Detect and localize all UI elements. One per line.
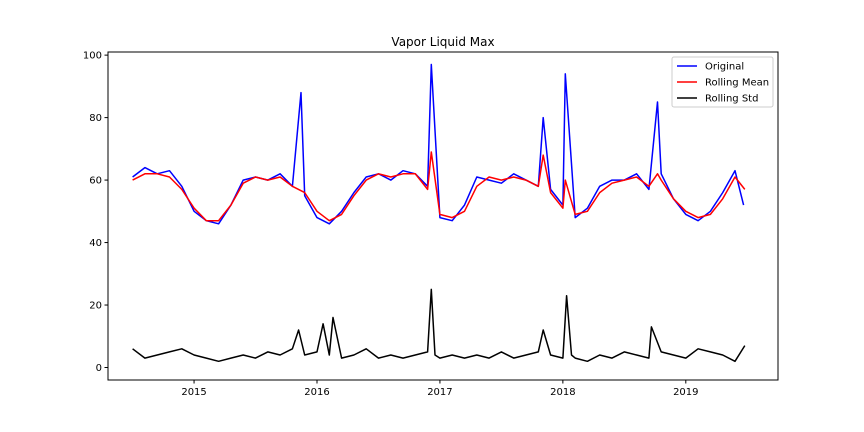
legend-box — [671, 56, 774, 108]
y-tick-label: 80 — [89, 113, 102, 124]
series-line-0 — [132, 63, 745, 225]
x-tick-label: 2016 — [304, 387, 329, 398]
legend-label-0: Original — [705, 62, 744, 73]
plot-area — [132, 63, 746, 363]
axes-frame — [107, 51, 779, 381]
legend-label-2: Rolling Std — [705, 94, 758, 105]
x-tick-label: 2019 — [673, 387, 698, 398]
y-tick-label: 20 — [89, 301, 102, 312]
x-tick-label: 2018 — [550, 387, 575, 398]
y-tick-label: 40 — [89, 238, 102, 249]
legend: Original Rolling Mean Rolling Std — [671, 56, 774, 108]
legend-label-1: Rolling Mean — [705, 78, 769, 89]
x-tick-label: 2017 — [427, 387, 452, 398]
series-line-2 — [132, 288, 746, 363]
y-tick-label: 100 — [83, 51, 102, 62]
y-tick-label: 60 — [89, 176, 102, 187]
y-tick-label: 0 — [96, 363, 102, 374]
axes: 2015 2016 2017 2018 2019 0 20 40 60 80 100 — [83, 51, 779, 398]
chart-title: Vapor Liquid Max — [391, 35, 494, 49]
series-line-1 — [132, 151, 746, 222]
x-tick-label: 2015 — [181, 387, 206, 398]
